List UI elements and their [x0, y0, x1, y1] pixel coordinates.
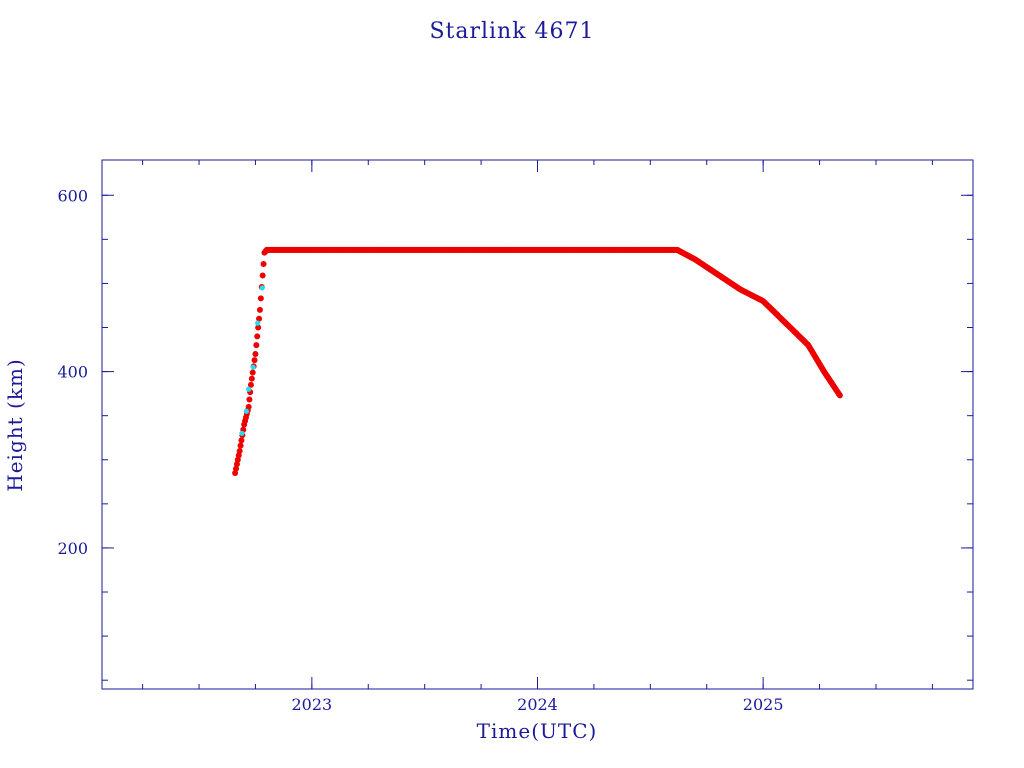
data-point: [252, 350, 259, 357]
data-point: [254, 333, 261, 340]
x-axis-label: Time(UTC): [477, 719, 598, 743]
y-tick-label: 200: [57, 539, 88, 558]
highlight-point: [243, 408, 250, 414]
data-point: [251, 357, 258, 364]
x-tick-label: 2024: [517, 695, 558, 714]
data-point: [255, 324, 262, 331]
data-point: [260, 261, 267, 268]
x-tick-label: 2023: [291, 695, 332, 714]
y-tick-label: 400: [57, 363, 88, 382]
highlight-point: [259, 285, 265, 291]
data-point: [249, 369, 256, 376]
series-points: [232, 246, 843, 476]
highlight-point: [250, 364, 256, 370]
highlight-point: [255, 320, 261, 326]
data-point: [238, 437, 245, 444]
major-ticks: [102, 160, 973, 689]
data-point: [236, 447, 243, 454]
data-point: [248, 375, 255, 382]
data-point: [237, 442, 244, 449]
data-point: [257, 295, 264, 302]
data-point: [256, 306, 263, 313]
tick-labels: 2023 2024 2025 200 400 600: [57, 186, 783, 714]
x-tick-label: 2025: [743, 695, 784, 714]
y-axis-label: Height (km): [3, 358, 27, 491]
plot-frame: [101, 159, 974, 690]
data-point: [253, 342, 260, 349]
highlight-point: [246, 386, 252, 392]
data-point: [256, 315, 263, 322]
data-point: [246, 396, 253, 403]
y-tick-label: 600: [57, 186, 88, 205]
data-point: [836, 392, 843, 399]
highlight-point: [239, 430, 245, 436]
data-point: [259, 272, 266, 279]
data-point: [247, 381, 254, 388]
minor-ticks: [102, 160, 973, 689]
chart-title: Starlink 4671: [429, 19, 594, 44]
data-point: [245, 403, 252, 410]
